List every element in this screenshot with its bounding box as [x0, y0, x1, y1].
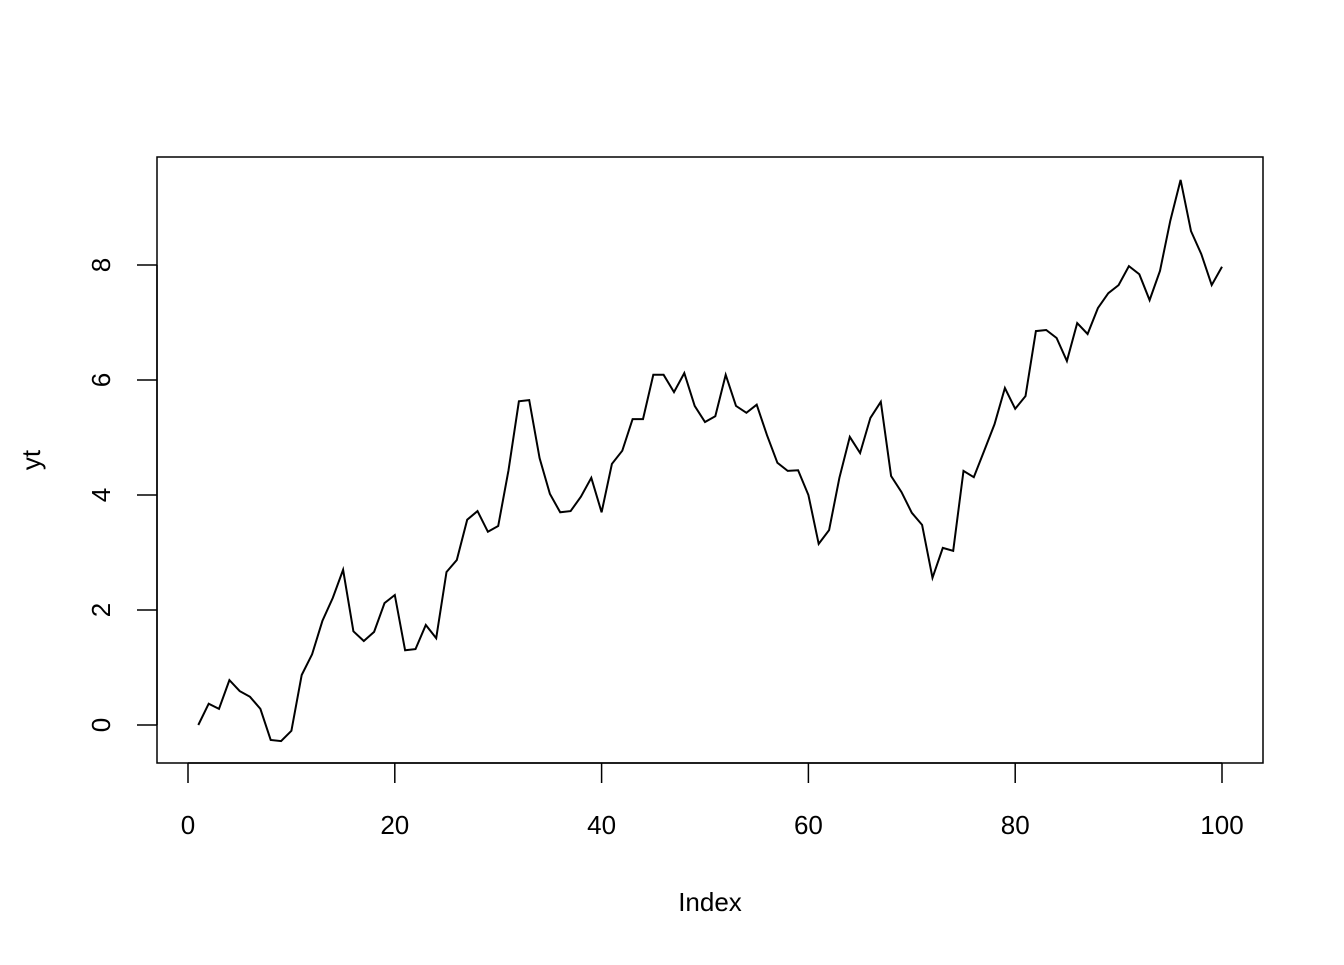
- x-tick-label: 0: [181, 810, 195, 840]
- series-line: [197, 179, 1223, 743]
- x-tick-label: 80: [1001, 810, 1030, 840]
- x-axis: 0 20 40 60 80 100: [181, 762, 1244, 840]
- y-axis: 0 2 4 6 8: [86, 258, 158, 732]
- y-tick-label: 8: [86, 258, 116, 272]
- x-tick-label: 20: [380, 810, 409, 840]
- x-axis-label: Index: [678, 887, 742, 917]
- y-tick-label: 4: [86, 488, 116, 502]
- x-tick-label: 60: [794, 810, 823, 840]
- y-tick-label: 0: [86, 718, 116, 732]
- y-tick-label: 6: [86, 373, 116, 387]
- x-tick-label: 100: [1200, 810, 1243, 840]
- y-tick-label: 2: [86, 603, 116, 617]
- plot-frame: [156, 156, 1264, 764]
- x-tick-label: 40: [587, 810, 616, 840]
- y-axis-label: yt: [16, 449, 46, 470]
